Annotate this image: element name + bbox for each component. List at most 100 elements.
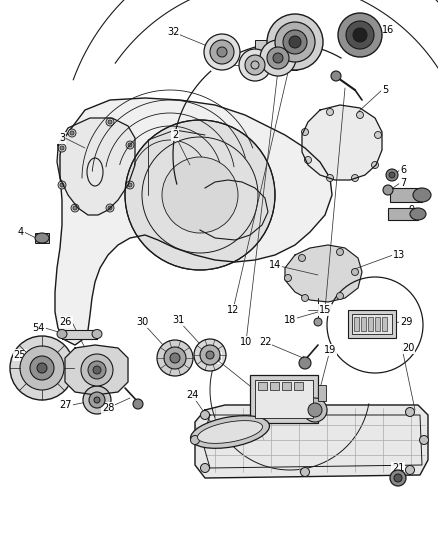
Text: 23: 23 [209, 353, 221, 363]
Polygon shape [55, 98, 332, 345]
Circle shape [304, 157, 311, 164]
Text: 15: 15 [319, 305, 331, 315]
Text: 7: 7 [400, 178, 406, 188]
Ellipse shape [57, 329, 67, 338]
Circle shape [386, 169, 398, 181]
Text: 21: 21 [392, 463, 404, 473]
Circle shape [406, 408, 414, 416]
Ellipse shape [410, 208, 426, 220]
Circle shape [200, 345, 220, 365]
Text: 24: 24 [186, 390, 198, 400]
Circle shape [70, 131, 74, 135]
Circle shape [301, 295, 308, 302]
Circle shape [157, 340, 193, 376]
Circle shape [326, 174, 333, 182]
Bar [282, 382, 291, 390]
Circle shape [89, 392, 105, 408]
Circle shape [60, 183, 64, 187]
Bar [258, 382, 267, 390]
Text: 28: 28 [102, 403, 114, 413]
Circle shape [301, 128, 308, 135]
Circle shape [191, 435, 199, 445]
Circle shape [352, 269, 358, 276]
Circle shape [371, 161, 378, 168]
Circle shape [94, 397, 100, 403]
Circle shape [300, 403, 310, 413]
Circle shape [314, 318, 322, 326]
Circle shape [20, 346, 64, 390]
Circle shape [357, 111, 364, 118]
Circle shape [308, 403, 322, 417]
Bar [375, 317, 380, 331]
Text: 25: 25 [14, 350, 26, 360]
Circle shape [93, 366, 101, 374]
Circle shape [331, 71, 341, 81]
Bar [35, 233, 49, 243]
Bar [250, 375, 318, 423]
Circle shape [133, 399, 143, 409]
Text: 20: 20 [402, 343, 414, 353]
Circle shape [289, 36, 301, 48]
Text: 9: 9 [408, 205, 414, 215]
Bar [255, 380, 313, 418]
Circle shape [383, 185, 393, 195]
Text: 10: 10 [240, 337, 252, 347]
Circle shape [389, 172, 395, 178]
Circle shape [10, 336, 74, 400]
Circle shape [206, 351, 214, 359]
Circle shape [374, 132, 381, 139]
Circle shape [201, 464, 209, 472]
Bar [294, 382, 303, 390]
Circle shape [37, 363, 47, 373]
Bar [348, 310, 396, 338]
Circle shape [299, 254, 305, 262]
Text: 6: 6 [400, 165, 406, 175]
Circle shape [336, 293, 343, 300]
Circle shape [267, 47, 289, 69]
Bar [361, 317, 366, 331]
Circle shape [194, 339, 226, 371]
Text: 31: 31 [172, 315, 184, 325]
Circle shape [390, 470, 406, 486]
Circle shape [204, 34, 240, 70]
Circle shape [128, 143, 132, 147]
Circle shape [273, 53, 283, 63]
Text: 32: 32 [167, 27, 179, 37]
Circle shape [260, 40, 296, 76]
Circle shape [170, 353, 180, 363]
Circle shape [245, 55, 265, 75]
Circle shape [106, 118, 114, 126]
Bar [270, 382, 279, 390]
Circle shape [81, 354, 113, 386]
Circle shape [267, 14, 323, 70]
Circle shape [239, 49, 271, 81]
Text: 16: 16 [382, 25, 394, 35]
Text: 54: 54 [32, 323, 45, 333]
Bar [318, 385, 326, 401]
Text: 8: 8 [408, 190, 414, 200]
Bar [352, 314, 392, 334]
Circle shape [162, 157, 238, 233]
Circle shape [217, 47, 227, 57]
Circle shape [125, 120, 275, 270]
Circle shape [58, 181, 66, 189]
Bar [354, 317, 359, 331]
Bar [382, 317, 387, 331]
Circle shape [394, 474, 402, 482]
Circle shape [60, 146, 64, 150]
Circle shape [352, 174, 358, 182]
Polygon shape [65, 345, 128, 395]
Circle shape [88, 361, 106, 379]
Circle shape [164, 347, 186, 369]
Circle shape [108, 120, 112, 124]
Circle shape [83, 386, 111, 414]
Circle shape [275, 22, 315, 62]
Text: 4: 4 [18, 227, 24, 237]
Text: 5: 5 [382, 85, 388, 95]
Bar [255, 40, 297, 70]
Text: 19: 19 [324, 345, 336, 355]
Text: 12: 12 [227, 305, 239, 315]
Circle shape [126, 141, 134, 149]
Circle shape [128, 183, 132, 187]
Circle shape [71, 204, 79, 212]
